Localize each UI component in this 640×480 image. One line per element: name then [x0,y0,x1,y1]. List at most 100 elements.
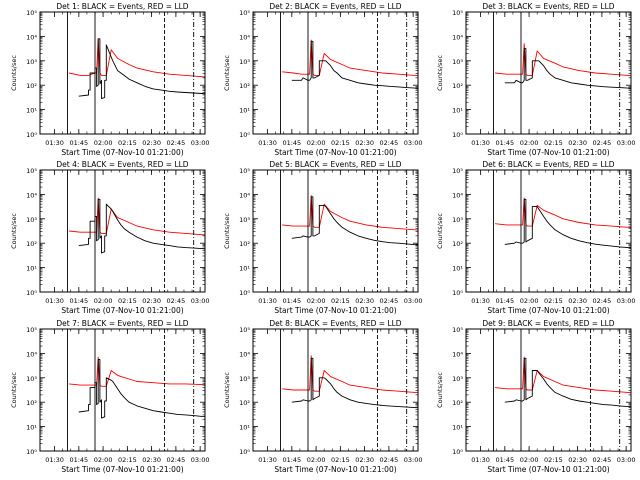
y-tick-label: 10³ [452,216,463,224]
y-tick-label: 10⁵ [26,9,37,17]
y-tick-label: 10¹ [26,265,37,273]
series-line-lld [69,356,205,387]
y-tick-label: 10⁰ [239,289,250,297]
plot-frame [39,169,206,293]
y-tick-label: 10² [239,399,250,407]
y-tick-label: 10¹ [239,265,250,273]
chart-panel-8: 10⁰ 10¹ 10² 10³ 10⁴ 10⁵ 01:30 01:45 02:00 02:15 02… [223,319,423,474]
y-tick-label: 10¹ [239,107,250,115]
y-tick-label: 10² [26,82,37,90]
y-tick-label: 10¹ [452,265,463,273]
x-axis-label: Start Time (07-Nov-10 01:21:00) [274,148,396,157]
x-axis-label: Start Time (07-Nov-10 01:21:00) [487,465,609,474]
x-tick-label: 01:45 [282,297,301,305]
x-tick-label: 03:00 [617,139,636,147]
x-tick-label: 02:00 [520,139,539,147]
y-tick-label: 10³ [239,375,250,383]
series-line-lld [282,195,418,231]
y-tick-label: 10¹ [26,424,37,432]
series-line-lld [69,38,205,78]
y-tick-label: 10⁵ [452,326,463,334]
x-tick-label: 02:45 [380,139,399,147]
x-tick-label: 02:15 [544,139,563,147]
y-tick-label: 10⁴ [452,191,463,199]
y-tick-label: 10³ [452,375,463,383]
plot-frame [465,328,632,452]
x-tick-label: 01:45 [69,297,88,305]
y-axis-label: Counts/sec [10,372,18,408]
plot-frame [39,11,206,135]
x-tick-label: 01:30 [258,139,277,147]
x-tick-label: 01:30 [45,297,64,305]
x-tick-label: 01:30 [471,297,490,305]
series-line-lld [282,39,418,77]
chart-panel-1: 10⁰ 10¹ 10² 10³ 10⁴ 10⁵ 01:30 01:45 02:00 02:15 02… [10,2,210,157]
y-tick-label: 10² [26,399,37,407]
y-tick-label: 10² [452,399,463,407]
y-tick-label: 10³ [26,375,37,383]
chart-title: Det 8: BLACK = Events, RED = LLD [269,319,401,328]
series-line-events [78,38,205,100]
y-tick-label: 10³ [452,58,463,66]
x-tick-label: 01:45 [495,139,514,147]
y-axis-label: Counts/sec [436,372,444,408]
chart-panel-4: 10⁰ 10¹ 10² 10³ 10⁴ 10⁵ 01:30 01:45 02:00 02:15 02… [10,160,210,315]
y-tick-label: 10⁰ [26,289,37,297]
y-tick-label: 10⁰ [26,448,37,456]
y-tick-label: 10¹ [26,107,37,115]
y-tick-label: 10⁵ [239,326,250,334]
x-tick-label: 02:00 [307,139,326,147]
x-tick-label: 02:45 [167,456,186,464]
series-line-events [504,48,631,89]
y-tick-label: 10⁴ [26,350,37,358]
x-tick-label: 01:45 [282,139,301,147]
x-tick-label: 02:15 [118,297,137,305]
x-tick-label: 02:45 [167,139,186,147]
x-tick-label: 02:45 [593,456,612,464]
y-tick-label: 10³ [239,58,250,66]
y-tick-label: 10⁴ [452,350,463,358]
x-tick-label: 02:45 [593,297,612,305]
series-line-lld [282,355,418,394]
x-tick-label: 02:30 [568,297,587,305]
y-tick-label: 10² [239,82,250,90]
series-line-events [291,357,418,409]
y-axis-label: Counts/sec [10,213,18,249]
plot-frame [465,11,632,135]
series-line-events [291,40,418,89]
x-tick-label: 02:00 [307,297,326,305]
x-tick-label: 02:15 [118,456,137,464]
x-tick-label: 02:30 [142,456,161,464]
x-tick-label: 03:00 [404,456,423,464]
x-tick-label: 02:45 [167,297,186,305]
x-tick-label: 01:30 [471,456,490,464]
x-tick-label: 02:15 [544,297,563,305]
y-tick-label: 10⁵ [26,167,37,175]
y-tick-label: 10² [239,240,250,248]
y-tick-label: 10² [452,240,463,248]
plot-frame [465,169,632,293]
x-tick-label: 02:15 [331,297,350,305]
series-line-events [78,198,205,254]
x-tick-label: 01:45 [69,139,88,147]
x-tick-label: 02:45 [380,297,399,305]
x-tick-label: 02:30 [568,139,587,147]
y-tick-label: 10⁰ [239,131,250,139]
x-axis-label: Start Time (07-Nov-10 01:21:00) [61,148,183,157]
chart-panel-2: 10⁰ 10¹ 10² 10³ 10⁴ 10⁵ 01:30 01:45 02:00 02:15 02… [223,2,423,157]
x-tick-label: 03:00 [404,297,423,305]
x-tick-label: 02:30 [355,139,374,147]
y-tick-label: 10⁰ [452,131,463,139]
y-tick-label: 10² [452,82,463,90]
chart-panel-9: 10⁰ 10¹ 10² 10³ 10⁴ 10⁵ 01:30 01:45 02:00 02:15 02… [436,319,636,474]
y-tick-label: 10⁴ [26,33,37,41]
x-tick-label: 01:45 [282,456,301,464]
y-tick-label: 10⁰ [239,448,250,456]
x-tick-label: 02:00 [520,456,539,464]
y-tick-label: 10³ [239,216,250,224]
series-line-lld [495,356,631,394]
series-line-events [504,198,631,249]
y-tick-label: 10⁵ [239,167,250,175]
y-tick-label: 10¹ [452,424,463,432]
